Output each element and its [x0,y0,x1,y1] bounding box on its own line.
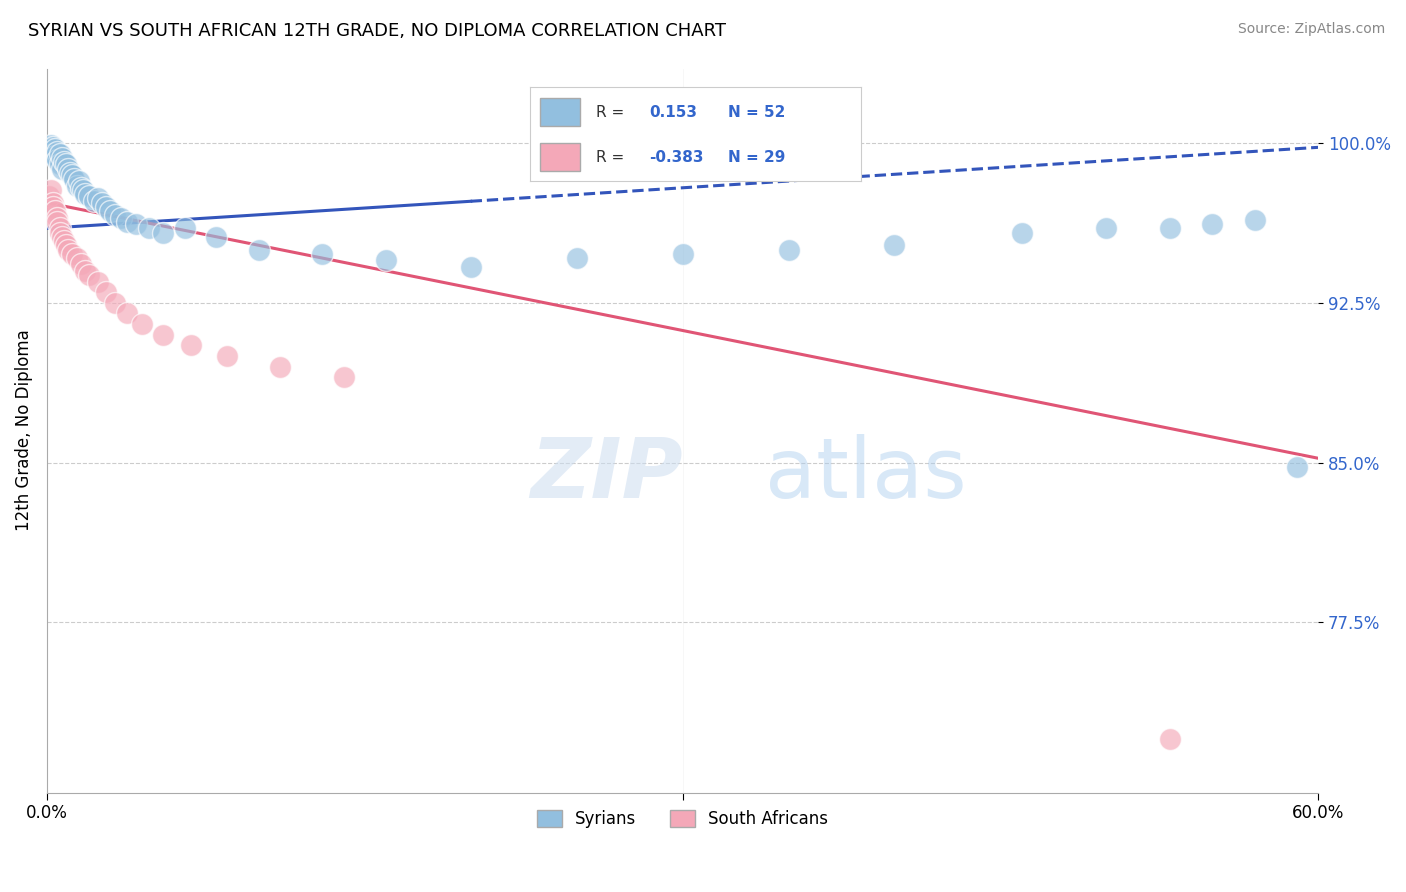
Point [69,257,91,271]
Point [332,370,354,384]
Point [67,174,90,188]
Point [46,215,69,229]
Point [56,161,79,176]
Point [96,285,118,300]
Point [38,140,60,154]
Point [42,146,65,161]
Point [778,243,800,257]
Point [55,157,77,171]
Point [69,181,91,195]
Point [77,268,100,282]
Point [51,151,73,165]
Point [1159,221,1181,235]
Point [46,211,69,225]
Point [87,275,110,289]
Point [152,226,174,240]
Point [1201,217,1223,231]
Legend: Syrians, South Africans: Syrians, South Africans [530,804,835,835]
Point [65,178,87,193]
Point [60,247,83,261]
Point [173,221,195,235]
Text: SYRIAN VS SOUTH AFRICAN 12TH GRADE, NO DIPLOMA CORRELATION CHART: SYRIAN VS SOUTH AFRICAN 12TH GRADE, NO D… [28,22,725,40]
Point [138,221,160,235]
Point [1011,226,1033,240]
Point [110,211,132,225]
Point [77,189,100,203]
Point [883,238,905,252]
Point [1286,459,1309,474]
Point [48,226,70,240]
Point [671,247,693,261]
Point [48,157,70,171]
Point [39,143,62,157]
Point [73,187,96,202]
Point [100,204,122,219]
Point [1243,212,1265,227]
Point [460,260,482,274]
Point [51,229,73,244]
Point [44,149,66,163]
Point [44,143,66,157]
Point [205,229,228,244]
Point [42,140,65,154]
Point [38,189,60,203]
Point [215,349,238,363]
Point [48,146,70,161]
Point [55,238,77,252]
Point [65,251,87,265]
Point [269,359,291,374]
Point [117,306,139,320]
Point [56,243,79,257]
Point [72,183,94,197]
Point [91,195,114,210]
Point [374,253,396,268]
Point [63,172,86,186]
Point [44,204,66,219]
Point [52,155,75,169]
Point [125,217,148,231]
Text: Source: ZipAtlas.com: Source: ZipAtlas.com [1237,22,1385,37]
Point [565,251,588,265]
Point [60,168,83,182]
Point [46,153,69,167]
Point [96,200,118,214]
Point [83,194,105,208]
Point [51,161,73,176]
Point [52,234,75,248]
Point [39,138,62,153]
Text: atlas: atlas [765,434,967,515]
Point [1095,221,1118,235]
Point [42,195,65,210]
Point [180,338,202,352]
Point [1159,732,1181,747]
Text: ZIP: ZIP [530,434,683,515]
Point [104,295,127,310]
Point [104,209,127,223]
Point [48,221,70,235]
Point [39,183,62,197]
Point [117,215,139,229]
Point [46,145,69,159]
Point [247,243,270,257]
Point [87,191,110,205]
Point [152,327,174,342]
Point [42,200,65,214]
Y-axis label: 12th Grade, No Diploma: 12th Grade, No Diploma [15,330,32,532]
Point [131,317,153,331]
Point [311,247,333,261]
Point [73,264,96,278]
Point [59,166,82,180]
